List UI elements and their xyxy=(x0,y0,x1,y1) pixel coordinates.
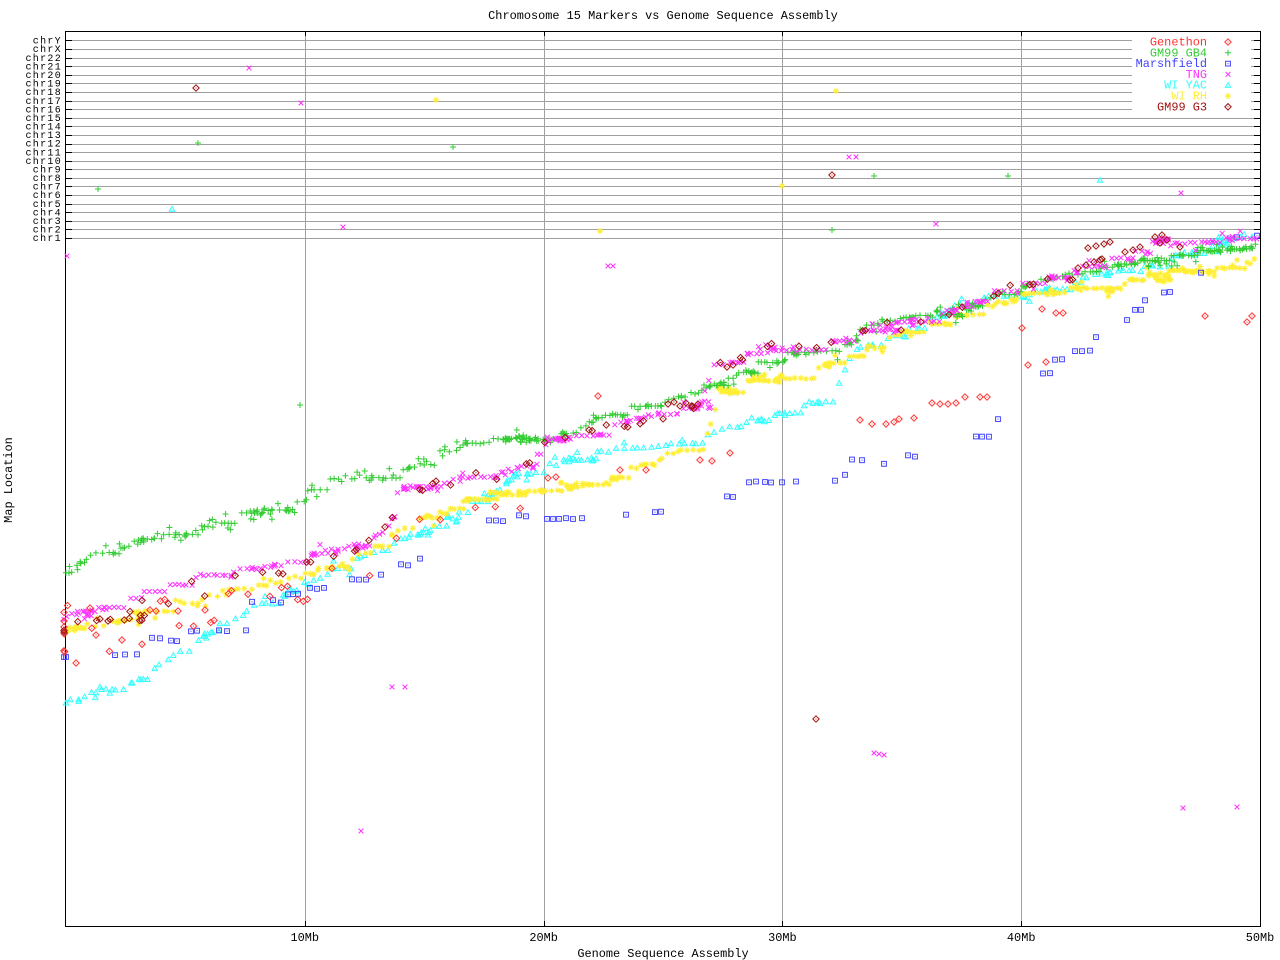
svg-text:chr13: chr13 xyxy=(25,130,62,142)
svg-text:Chromosome 15 Markers vs Genom: Chromosome 15 Markers vs Genome Sequence… xyxy=(488,9,838,23)
svg-text:chr2: chr2 xyxy=(33,225,62,237)
svg-text:40Mb: 40Mb xyxy=(1007,931,1036,945)
svg-text:chr4: chr4 xyxy=(33,207,62,219)
svg-text:chr10: chr10 xyxy=(25,156,62,168)
svg-text:chr11: chr11 xyxy=(25,147,62,159)
svg-text:Marshfield: Marshfield xyxy=(1136,57,1207,71)
svg-text:50Mb: 50Mb xyxy=(1246,931,1275,945)
svg-text:chr22: chr22 xyxy=(25,53,62,65)
svg-text:TNG: TNG xyxy=(1186,68,1207,82)
svg-text:chr12: chr12 xyxy=(25,139,62,151)
svg-text:chrY: chrY xyxy=(33,36,62,48)
svg-text:chr5: chr5 xyxy=(33,199,62,211)
svg-text:chr21: chr21 xyxy=(25,61,62,73)
svg-text:WI YAC: WI YAC xyxy=(1164,79,1207,93)
svg-text:Genome Sequence Assembly: Genome Sequence Assembly xyxy=(577,947,748,960)
svg-text:10Mb: 10Mb xyxy=(291,931,320,945)
svg-text:chr9: chr9 xyxy=(33,165,62,177)
svg-text:chr3: chr3 xyxy=(33,216,62,228)
svg-text:chr14: chr14 xyxy=(25,122,62,134)
svg-text:chr18: chr18 xyxy=(25,87,62,99)
svg-text:chr16: chr16 xyxy=(25,104,62,116)
svg-text:chrX: chrX xyxy=(33,44,62,56)
svg-text:20Mb: 20Mb xyxy=(529,931,558,945)
svg-text:chr8: chr8 xyxy=(33,173,62,185)
svg-text:Map Location: Map Location xyxy=(2,437,16,523)
svg-text:GM99 GB4: GM99 GB4 xyxy=(1150,46,1207,60)
svg-text:chr6: chr6 xyxy=(33,190,62,202)
svg-text:chr15: chr15 xyxy=(25,113,62,125)
svg-text:chr19: chr19 xyxy=(25,79,62,91)
svg-text:WI RH: WI RH xyxy=(1171,90,1207,104)
svg-text:chr1: chr1 xyxy=(33,233,62,245)
svg-text:GM99 G3: GM99 G3 xyxy=(1157,100,1207,114)
svg-text:chr7: chr7 xyxy=(33,182,62,194)
svg-text:Genethon: Genethon xyxy=(1150,36,1207,50)
svg-text:chr17: chr17 xyxy=(25,96,62,108)
svg-text:30Mb: 30Mb xyxy=(768,931,797,945)
svg-text:chr20: chr20 xyxy=(25,70,62,82)
